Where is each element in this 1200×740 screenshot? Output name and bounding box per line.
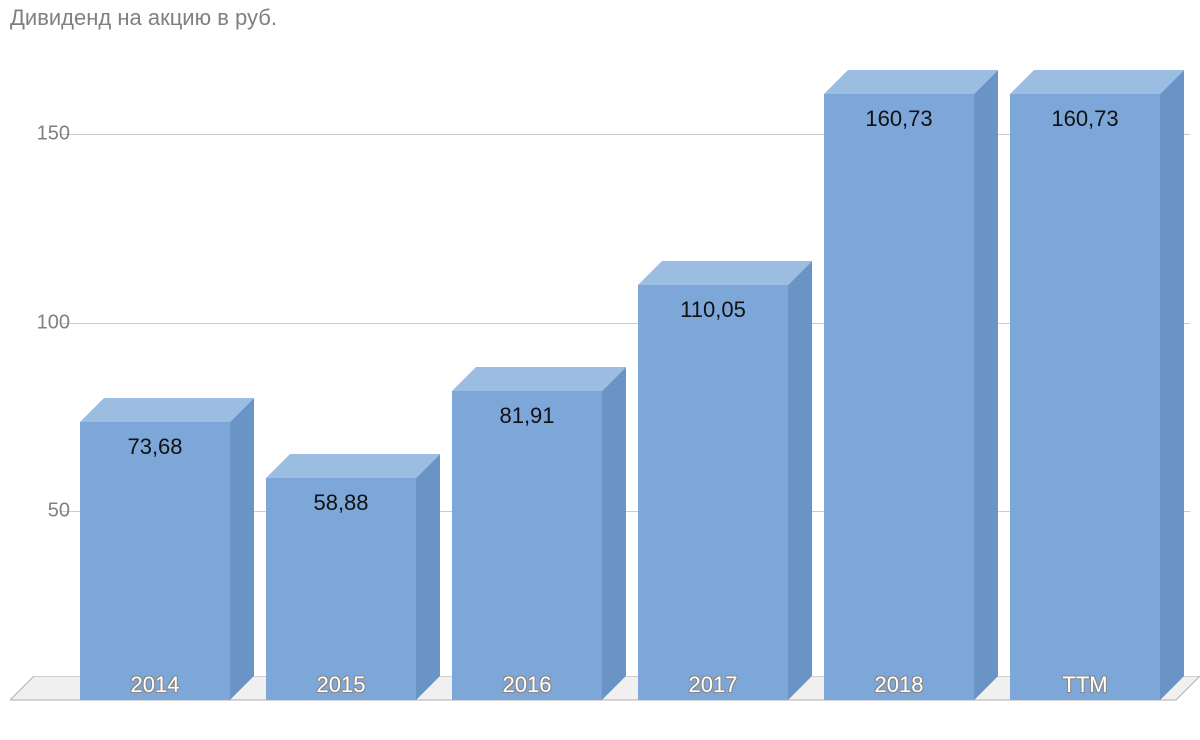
bar-category-label: 2014 <box>80 672 230 698</box>
bar-side <box>788 261 812 700</box>
bar-category-label: 2016 <box>452 672 602 698</box>
bar-category-label: 2017 <box>638 672 788 698</box>
bar-front <box>1010 94 1160 700</box>
chart-title: Дивиденд на акцию в руб. <box>10 5 277 31</box>
bar-category-label: 2015 <box>266 672 416 698</box>
bar-front <box>452 391 602 700</box>
y-tick-label: 50 <box>48 500 70 523</box>
bar-value-label: 58,88 <box>236 490 446 516</box>
bar-value-label: 160,73 <box>794 106 1004 132</box>
bar-top <box>824 70 998 94</box>
bar-2014: 73,682014 <box>80 422 230 700</box>
bar-top <box>452 367 626 391</box>
bar-front <box>638 285 788 700</box>
bar-value-label: 73,68 <box>50 434 260 460</box>
bar-category-label: TTM <box>1010 672 1160 698</box>
bar-side <box>1160 70 1184 700</box>
bar-value-label: 160,73 <box>980 106 1190 132</box>
bar-TTM: 160,73TTM <box>1010 94 1160 700</box>
bar-front <box>824 94 974 700</box>
bar-2015: 58,882015 <box>266 478 416 700</box>
bar-front <box>80 422 230 700</box>
bar-top <box>266 454 440 478</box>
bar-value-label: 110,05 <box>608 297 818 323</box>
bar-top <box>1010 70 1184 94</box>
bar-top <box>80 398 254 422</box>
bar-2016: 81,912016 <box>452 391 602 700</box>
dividend-chart: Дивиденд на акцию в руб. 50100150 73,682… <box>0 0 1200 740</box>
y-tick-label: 150 <box>37 123 70 146</box>
bar-side <box>974 70 998 700</box>
bar-2017: 110,052017 <box>638 285 788 700</box>
bar-2018: 160,732018 <box>824 94 974 700</box>
bar-top <box>638 261 812 285</box>
y-tick-label: 100 <box>37 311 70 334</box>
bar-category-label: 2018 <box>824 672 974 698</box>
bar-value-label: 81,91 <box>422 403 632 429</box>
